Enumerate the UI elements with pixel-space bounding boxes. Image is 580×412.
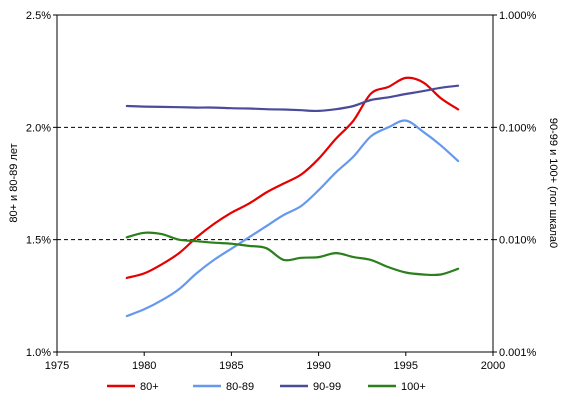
right-axis-title: 90-99 и 100+ (лог шкала0 — [547, 118, 559, 248]
x-tick-label: 2000 — [481, 360, 505, 372]
left-tick-label: 2.0% — [26, 122, 51, 134]
legend-label-90-99: 90-99 — [313, 381, 341, 393]
x-tick-label: 1995 — [394, 360, 418, 372]
right-tick-label: 0.100% — [499, 122, 537, 134]
legend-label-80+: 80+ — [140, 381, 159, 393]
right-tick-label: 1.000% — [499, 10, 537, 22]
plot-area — [56, 14, 494, 353]
series-line-100+ — [125, 231, 460, 277]
x-tick-label: 1980 — [132, 360, 156, 372]
plot-frame — [56, 14, 494, 353]
series-line-80+ — [125, 76, 460, 279]
legend-label-80-89: 80-89 — [226, 381, 254, 393]
right-tick-label: 0.010% — [499, 235, 537, 247]
legend: 80+ 80-89 90-99 100+ — [107, 381, 426, 393]
x-axis: 1975 1980 1985 1990 1995 2000 — [45, 352, 505, 372]
series-line-80-89 — [125, 119, 460, 318]
series-layer — [125, 76, 460, 318]
x-tick-label: 1985 — [219, 360, 243, 372]
left-tick-label: 2.5% — [26, 10, 51, 22]
series-line-90-99 — [125, 84, 460, 113]
left-y-axis: 1.0% 1.5% 2.0% 2.5% — [26, 10, 57, 359]
right-tick-label: 0.001% — [499, 347, 537, 359]
x-tick-label: 1990 — [306, 360, 330, 372]
left-tick-label: 1.5% — [26, 235, 51, 247]
x-tick-label: 1975 — [45, 360, 69, 372]
gridlines — [57, 126, 493, 241]
left-tick-label: 1.0% — [26, 347, 51, 359]
legend-label-100+: 100+ — [401, 381, 426, 393]
left-axis-title: 80+ и 80-89 лет — [8, 143, 20, 222]
right-y-axis: 0.001% 0.010% 0.100% 1.000% — [493, 10, 537, 359]
